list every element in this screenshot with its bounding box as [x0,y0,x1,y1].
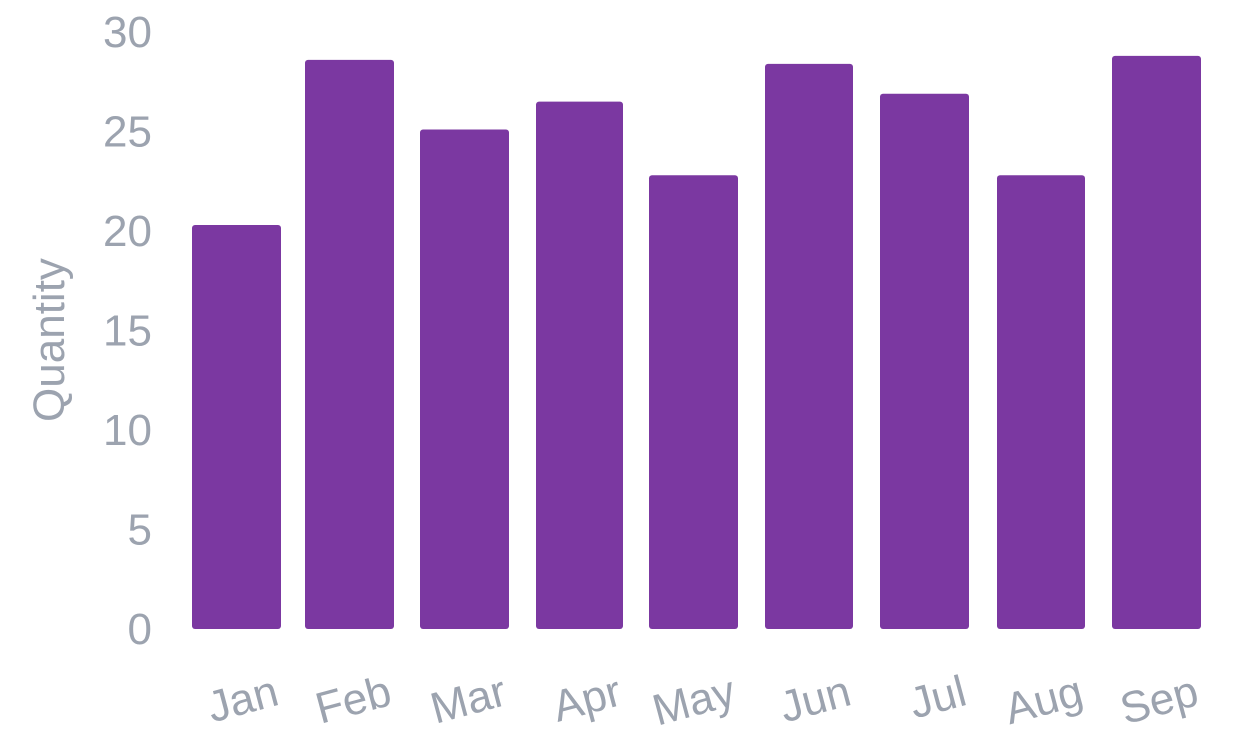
x-tick-label: Sep [1115,667,1203,735]
x-tick-label: Jan [202,667,283,733]
bars-group [192,55,1201,630]
y-tick-label: 25 [103,108,152,157]
bar-jan [192,225,281,629]
x-tick-label: Feb [310,667,396,734]
bar-jul [880,93,969,629]
y-tick-label: 10 [103,406,152,455]
x-tick-label: May [647,667,740,736]
y-tick-label: 30 [103,8,152,57]
x-tick-label: Jun [775,667,856,733]
y-tick-label: 15 [103,307,152,356]
x-axis-ticks: Jan Feb Mar Apr May Jun Jul Aug Sep [202,667,1203,736]
bar-aug [997,175,1085,629]
bar-apr [536,101,623,629]
bar-sep [1112,55,1201,629]
bar-jun [765,63,853,629]
bar-mar [420,129,509,629]
y-tick-label: 5 [128,506,152,555]
x-tick-label: Jul [904,667,971,729]
y-tick-label: 0 [128,605,152,654]
y-axis-ticks: 0 5 10 15 20 25 30 [103,8,152,654]
x-tick-label: Aug [1000,667,1088,735]
bar-feb [305,59,394,630]
y-axis-label: Quantity [25,258,74,422]
y-tick-label: 20 [103,207,152,256]
x-tick-label: Apr [548,667,627,732]
bar-may [649,175,738,629]
x-tick-label: Mar [425,667,511,734]
